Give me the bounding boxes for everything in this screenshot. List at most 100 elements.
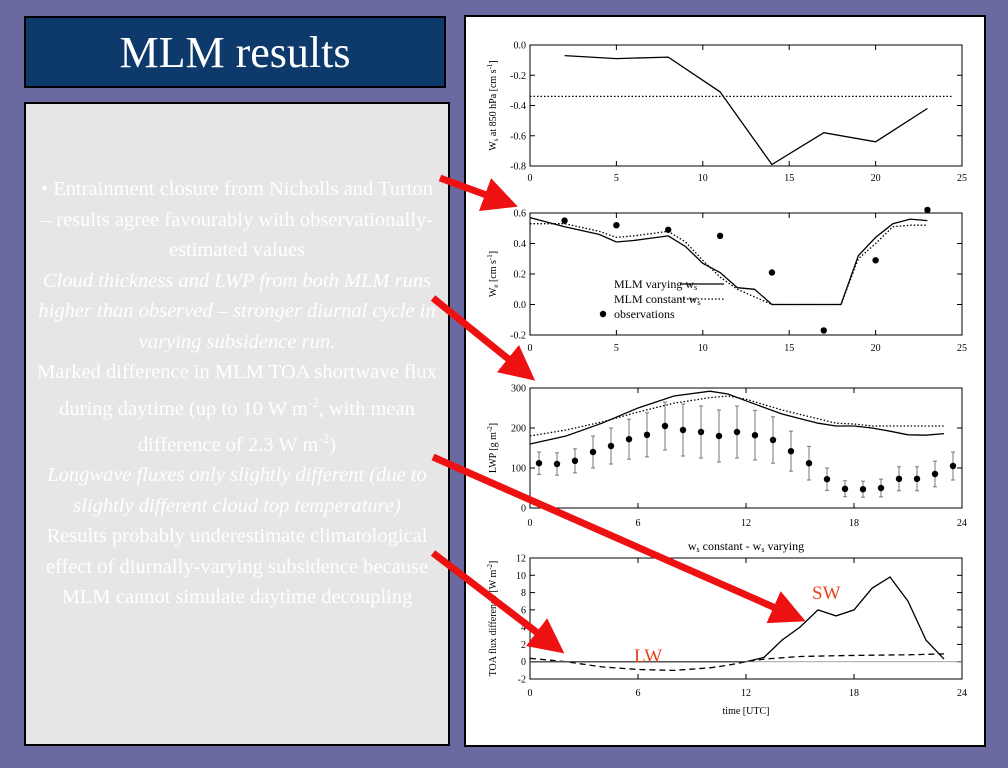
series-line-mlm-constant-ws bbox=[530, 223, 928, 306]
series-line bbox=[564, 54, 928, 166]
y-axis-label: We [cm s-1] bbox=[486, 251, 500, 297]
y-tick-label: 4 bbox=[521, 623, 526, 634]
data-point bbox=[613, 222, 620, 229]
x-tick-label: 20 bbox=[871, 173, 881, 184]
x-tick-label: 5 bbox=[614, 343, 619, 354]
x-tick-label: 20 bbox=[871, 343, 881, 354]
data-point bbox=[768, 269, 776, 276]
data-point bbox=[625, 436, 633, 443]
data-point bbox=[823, 476, 831, 483]
data-point bbox=[589, 448, 597, 456]
data-point bbox=[561, 217, 568, 224]
data-point bbox=[607, 442, 615, 450]
data-point bbox=[661, 422, 669, 430]
series-line bbox=[529, 395, 944, 437]
x-tick-label: 18 bbox=[849, 518, 859, 529]
legend-label: observations bbox=[614, 307, 675, 321]
y-tick-label: 8 bbox=[521, 588, 526, 599]
x-tick-label: 18 bbox=[849, 688, 859, 699]
data-point bbox=[665, 226, 672, 233]
x-tick-label: 25 bbox=[957, 173, 967, 184]
series-line-sw bbox=[530, 576, 945, 663]
bullet-toa-shortwave: Marked difference in MLM TOA shortwave f… bbox=[37, 361, 437, 456]
data-point bbox=[841, 485, 849, 492]
y-axis-label: Ws at 850 hPa [cm s-1] bbox=[486, 60, 500, 151]
data-point bbox=[697, 428, 705, 436]
x-tick-label: 24 bbox=[957, 518, 967, 529]
y-tick-label: -2 bbox=[518, 675, 526, 686]
x-tick-label: 15 bbox=[784, 343, 794, 354]
data-point bbox=[924, 206, 931, 214]
y-tick-label: -0.2 bbox=[510, 71, 526, 82]
chart-1: 0 5 10 15 20 25 0.0 -0.2 -0.4 -0.6 -0.8 Ws at 850 h… bbox=[486, 41, 967, 185]
y-tick-label: 0.6 bbox=[514, 209, 527, 220]
y-tick-label: 10 bbox=[516, 571, 526, 582]
data-point bbox=[820, 327, 827, 334]
y-axis-label: LWP [g m-2] bbox=[486, 423, 499, 473]
annotation-lw: LW bbox=[634, 646, 662, 667]
y-tick-label: 300 bbox=[511, 384, 526, 395]
x-tick-label: 24 bbox=[957, 688, 967, 699]
plot-frame bbox=[529, 387, 963, 509]
y-tick-label: -0.2 bbox=[510, 331, 526, 342]
y-tick-label: 0.2 bbox=[514, 270, 527, 281]
bullet-results-underestimate: Results probably underestimate climatolo… bbox=[45, 525, 429, 609]
data-point bbox=[571, 457, 579, 464]
legend-marker bbox=[599, 310, 607, 318]
data-point bbox=[949, 462, 957, 470]
data-point bbox=[643, 431, 651, 438]
x-axis-label: time [UTC] bbox=[723, 706, 770, 717]
data-point bbox=[769, 436, 777, 444]
x-tick-label: 0 bbox=[528, 688, 533, 699]
x-tick-label: 12 bbox=[741, 518, 751, 529]
page-title: MLM results bbox=[119, 27, 351, 77]
data-point bbox=[895, 475, 903, 482]
x-tick-label: 10 bbox=[698, 173, 708, 184]
plot-frame bbox=[529, 557, 963, 680]
y-tick-label: 0 bbox=[521, 657, 526, 668]
data-point bbox=[913, 475, 921, 482]
y-tick-label: 0.0 bbox=[514, 300, 527, 311]
chart-2: 0 5 10 15 20 25 0.6 0.4 0.2 0.0 -0.2 We [cm s-1] MLM… bbox=[486, 206, 967, 354]
x-tick-label: 25 bbox=[957, 343, 967, 354]
bullet-cloud-thickness: Cloud thickness and LWP from both MLM ru… bbox=[38, 269, 436, 353]
plot-frame bbox=[529, 212, 963, 336]
y-tick-label: 0.4 bbox=[514, 239, 527, 250]
y-axis-label: TOA flux difference [W m-2] bbox=[486, 561, 499, 677]
data-point bbox=[805, 460, 813, 467]
legend-label: MLM varying ws bbox=[614, 277, 697, 292]
y-tick-label: -0.6 bbox=[510, 131, 526, 142]
title-box: MLM results bbox=[24, 16, 446, 88]
y-tick-label: 100 bbox=[511, 464, 526, 475]
bullet-entrainment: • Entrainment closure from Nicholls and … bbox=[40, 178, 434, 261]
bullet-longwave: Longwave fluxes only slightly different … bbox=[47, 464, 427, 517]
data-point bbox=[859, 486, 867, 493]
y-tick-label: 2 bbox=[521, 640, 526, 651]
text-box: • Entrainment closure from Nicholls and … bbox=[24, 102, 450, 746]
data-point bbox=[679, 426, 687, 434]
y-tick-label: 0 bbox=[521, 504, 526, 515]
y-tick-label: 12 bbox=[516, 554, 526, 565]
data-point bbox=[751, 432, 759, 439]
x-tick-label: 0 bbox=[528, 518, 533, 529]
data-point bbox=[535, 460, 543, 467]
legend-label: MLM constant ws bbox=[614, 292, 700, 307]
data-point bbox=[553, 460, 561, 468]
data-point bbox=[931, 470, 939, 478]
chart-title: ws constant - ws varying bbox=[688, 539, 804, 554]
y-tick-label: 200 bbox=[511, 424, 526, 435]
x-tick-label: 0 bbox=[528, 173, 533, 184]
plot-frame bbox=[529, 44, 963, 167]
series-line bbox=[529, 390, 945, 445]
data-point bbox=[715, 432, 723, 440]
data-point bbox=[872, 257, 879, 264]
data-point bbox=[716, 232, 724, 240]
data-point bbox=[787, 448, 795, 455]
figure-svg: 0 5 10 15 20 250.0-0.2-0.4-0.6-0.8Ws at 850 h… bbox=[486, 41, 967, 718]
x-tick-label: 10 bbox=[698, 343, 708, 354]
x-tick-label: 15 bbox=[784, 173, 794, 184]
chart-3: 0 6 12 18 24 300 200 100 0 LWP [g m-2] bbox=[486, 384, 967, 530]
series-line-mlm-varying-ws bbox=[529, 216, 928, 306]
figure-panel: 0 5 10 15 20 25 0.0 -0.2 -0.4 -0.6 -0.8 Ws at 850 h… bbox=[464, 15, 986, 747]
